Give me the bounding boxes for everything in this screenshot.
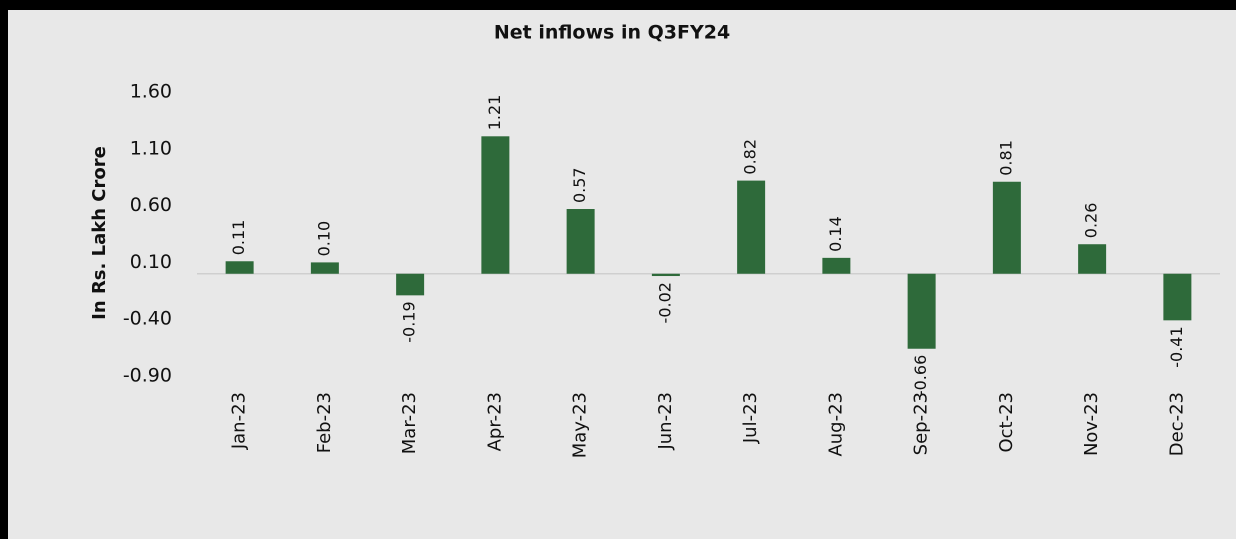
x-tick-label: Nov-23 <box>1081 392 1102 456</box>
x-tick-label: Jun-23 <box>655 392 676 451</box>
y-tick-label: -0.40 <box>123 308 172 330</box>
bar <box>992 181 1021 274</box>
data-label: -0.02 <box>655 282 674 323</box>
x-tick-label: Jul-23 <box>740 392 761 444</box>
x-tick-label: Oct-23 <box>996 392 1017 453</box>
data-label: -0.41 <box>1167 326 1186 367</box>
x-tick-label: Jan-23 <box>229 392 250 450</box>
bar <box>396 273 425 296</box>
bar <box>822 257 851 274</box>
x-tick-label: Dec-23 <box>1166 392 1187 456</box>
bar <box>1078 244 1107 274</box>
bar <box>310 262 339 274</box>
data-label: 0.81 <box>996 140 1015 176</box>
bar <box>481 136 510 274</box>
y-axis-label: In Rs. Lakh Crore <box>89 146 110 320</box>
y-tick-label: -0.90 <box>123 365 172 387</box>
left-border <box>0 0 8 539</box>
y-tick-label: 1.10 <box>130 137 172 159</box>
data-label: 0.26 <box>1082 203 1101 239</box>
bar <box>907 273 936 349</box>
data-label: 0.10 <box>314 221 333 257</box>
data-label: 0.82 <box>741 139 760 175</box>
bar <box>566 209 595 274</box>
x-tick-label: Feb-23 <box>314 392 335 453</box>
data-label: -0.66 <box>911 355 930 396</box>
y-tick-label: 0.60 <box>130 194 172 216</box>
x-tick-label: Apr-23 <box>484 392 505 451</box>
y-tick-label: 1.60 <box>130 81 172 103</box>
data-label: 0.14 <box>826 216 845 252</box>
x-tick-label: Aug-23 <box>825 392 846 457</box>
bar <box>737 180 766 274</box>
bar <box>225 261 254 274</box>
y-tick-label: 0.10 <box>130 251 172 273</box>
x-tick-label: May-23 <box>570 392 591 458</box>
data-label: 1.21 <box>485 95 504 131</box>
chart-title: Net inflows in Q3FY24 <box>494 22 730 44</box>
data-label: -0.19 <box>400 301 419 342</box>
bar <box>1163 273 1192 321</box>
data-label: 0.11 <box>229 220 248 256</box>
x-tick-label: Sep-23 <box>911 392 932 455</box>
x-tick-label: Mar-23 <box>399 392 420 454</box>
data-label: 0.57 <box>570 167 589 203</box>
bar <box>651 273 680 277</box>
top-border <box>0 0 1236 10</box>
